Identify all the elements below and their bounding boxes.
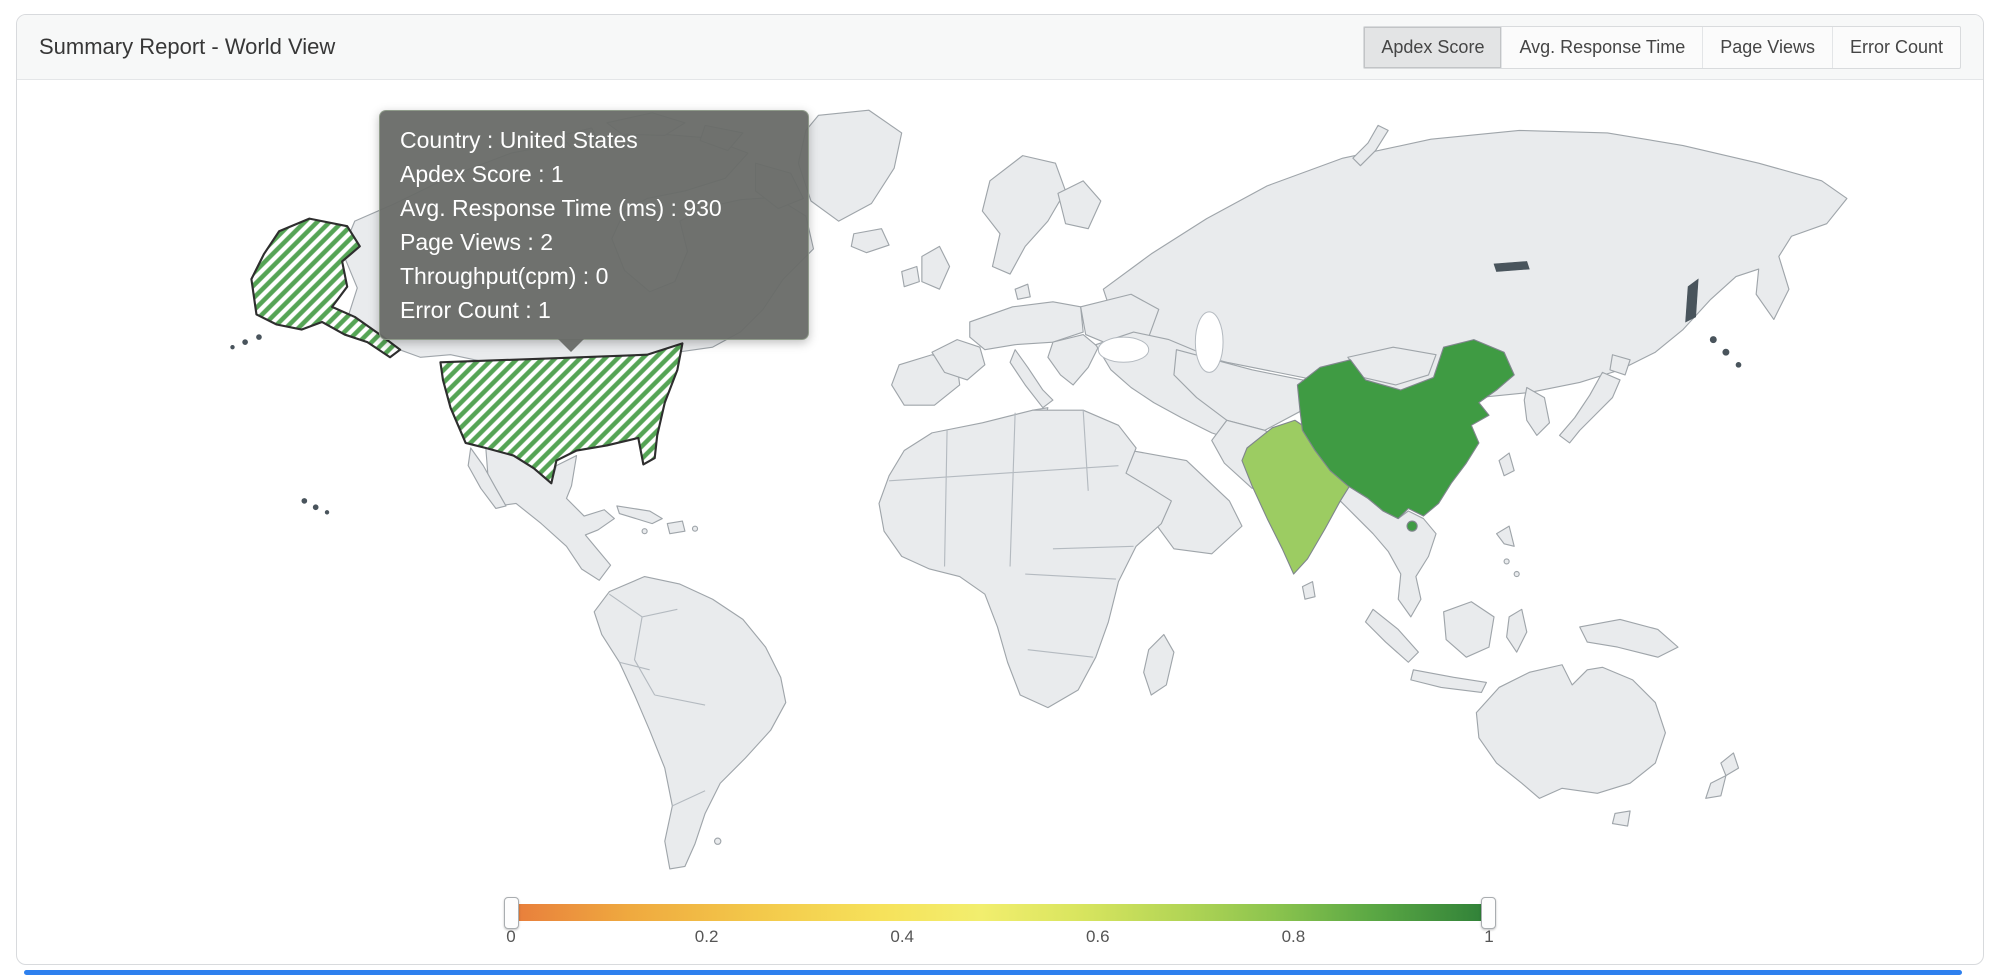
hawaii-island[interactable] <box>301 498 308 504</box>
country-greenland[interactable] <box>797 109 903 222</box>
kuril-island[interactable] <box>1709 336 1717 344</box>
country-philippines[interactable] <box>1503 558 1510 565</box>
island-novaya-zemlya[interactable] <box>1352 124 1389 167</box>
island-hokkaido[interactable] <box>1609 354 1631 376</box>
arctic-coast-islands[interactable] <box>1493 261 1530 272</box>
tooltip-line-throughput: Throughput(cpm) : 0 <box>400 263 609 289</box>
country-philippines[interactable] <box>1495 525 1515 547</box>
country-new-zealand[interactable] <box>1705 775 1727 799</box>
falkland-islands[interactable] <box>713 837 722 845</box>
tooltip-line-apdex: Apdex Score : 1 <box>400 161 564 187</box>
south-america-country-borders <box>608 593 706 807</box>
tooltip-line-response-time: Avg. Response Time (ms) : 930 <box>400 195 722 221</box>
country-madagascar[interactable] <box>1143 633 1175 696</box>
island-hainan-china[interactable] <box>1406 520 1418 532</box>
island-sakhalin[interactable] <box>1685 278 1699 323</box>
panel-header: Summary Report - World View Apdex Score … <box>17 15 1983 80</box>
legend-tick-labels: 0 0.2 0.4 0.6 0.8 1 <box>506 927 1493 949</box>
tab-avg-response-time[interactable]: Avg. Response Time <box>1502 26 1704 68</box>
legend-handle-min[interactable] <box>504 897 519 929</box>
country-italy[interactable] <box>1009 349 1054 409</box>
kuril-island[interactable] <box>1735 361 1742 368</box>
country-japan[interactable] <box>1558 371 1621 444</box>
color-range-legend: 0 0.2 0.4 0.6 0.8 1 <box>504 897 1496 949</box>
region-central-europe[interactable] <box>969 301 1084 351</box>
country-ireland[interactable] <box>901 265 920 288</box>
country-cuba[interactable] <box>616 505 663 525</box>
summary-report-panel: Summary Report - World View Apdex Score … <box>16 14 1984 965</box>
bottom-scrollbar[interactable] <box>24 970 1962 975</box>
country-korea[interactable] <box>1523 386 1551 436</box>
legend-tick: 0.6 <box>1085 927 1110 946</box>
kuril-island[interactable] <box>1722 348 1730 356</box>
country-china[interactable] <box>1296 339 1515 520</box>
island-java[interactable] <box>1410 669 1488 694</box>
country-iceland[interactable] <box>850 228 890 254</box>
tooltip-line-country: Country : United States <box>400 127 638 153</box>
africa-country-borders <box>889 410 1134 658</box>
island-hispaniola[interactable] <box>666 520 686 535</box>
tooltip-line-error-count: Error Count : 1 <box>400 297 551 323</box>
legend-tick: 0 <box>506 927 516 946</box>
island-borneo[interactable] <box>1443 601 1495 658</box>
metric-tab-group: Apdex Score Avg. Response Time Page View… <box>1363 25 1961 69</box>
country-france[interactable] <box>931 339 986 381</box>
legend-tick: 1 <box>1484 927 1494 946</box>
world-map <box>230 109 1848 870</box>
map-tooltip: Country : United States Apdex Score : 1 … <box>379 110 809 352</box>
country-united-states-alaska[interactable] <box>250 217 402 359</box>
legend-gradient-bar[interactable] <box>504 897 1496 929</box>
country-australia[interactable] <box>1475 664 1666 799</box>
hawaii-island[interactable] <box>312 504 319 511</box>
country-norway-sweden[interactable] <box>981 155 1067 275</box>
island-tasmania[interactable] <box>1611 810 1631 827</box>
country-finland[interactable] <box>1057 180 1102 230</box>
country-new-zealand[interactable] <box>1720 752 1740 777</box>
world-map-area: Country : United States Apdex Score : 1 … <box>17 80 1983 964</box>
country-sri-lanka[interactable] <box>1301 581 1316 600</box>
country-united-kingdom[interactable] <box>921 245 951 290</box>
island-new-guinea[interactable] <box>1579 618 1679 658</box>
tab-apdex-score[interactable]: Apdex Score <box>1364 26 1503 68</box>
black-sea <box>1097 336 1150 363</box>
country-jamaica[interactable] <box>641 528 648 535</box>
hawaii-island[interactable] <box>324 510 330 515</box>
country-philippines[interactable] <box>1513 570 1520 578</box>
aleutian-island[interactable] <box>242 339 248 345</box>
island-sumatra[interactable] <box>1364 608 1419 663</box>
region-baja-california[interactable] <box>467 447 507 510</box>
legend-handle-max[interactable] <box>1481 897 1496 929</box>
caspian-sea <box>1194 311 1224 373</box>
region-balkans[interactable] <box>1047 334 1099 386</box>
island-sulawesi[interactable] <box>1506 608 1528 653</box>
tab-page-views[interactable]: Page Views <box>1703 26 1833 68</box>
tab-error-count[interactable]: Error Count <box>1849 36 1943 57</box>
aleutian-island[interactable] <box>256 334 262 340</box>
aleutian-island[interactable] <box>230 344 235 350</box>
continent-south-america[interactable] <box>593 575 787 870</box>
legend-tick: 0.8 <box>1281 927 1306 946</box>
country-denmark[interactable] <box>1014 283 1031 300</box>
continent-africa[interactable] <box>878 409 1172 709</box>
legend-tick: 0.4 <box>890 927 915 946</box>
page-title: Summary Report - World View <box>39 34 336 59</box>
island-taiwan[interactable] <box>1498 452 1515 477</box>
legend-tick: 0.2 <box>694 927 719 946</box>
tooltip-line-page-views: Page Views : 2 <box>400 229 554 255</box>
country-united-states[interactable] <box>439 342 684 485</box>
island-puerto-rico[interactable] <box>691 525 699 532</box>
